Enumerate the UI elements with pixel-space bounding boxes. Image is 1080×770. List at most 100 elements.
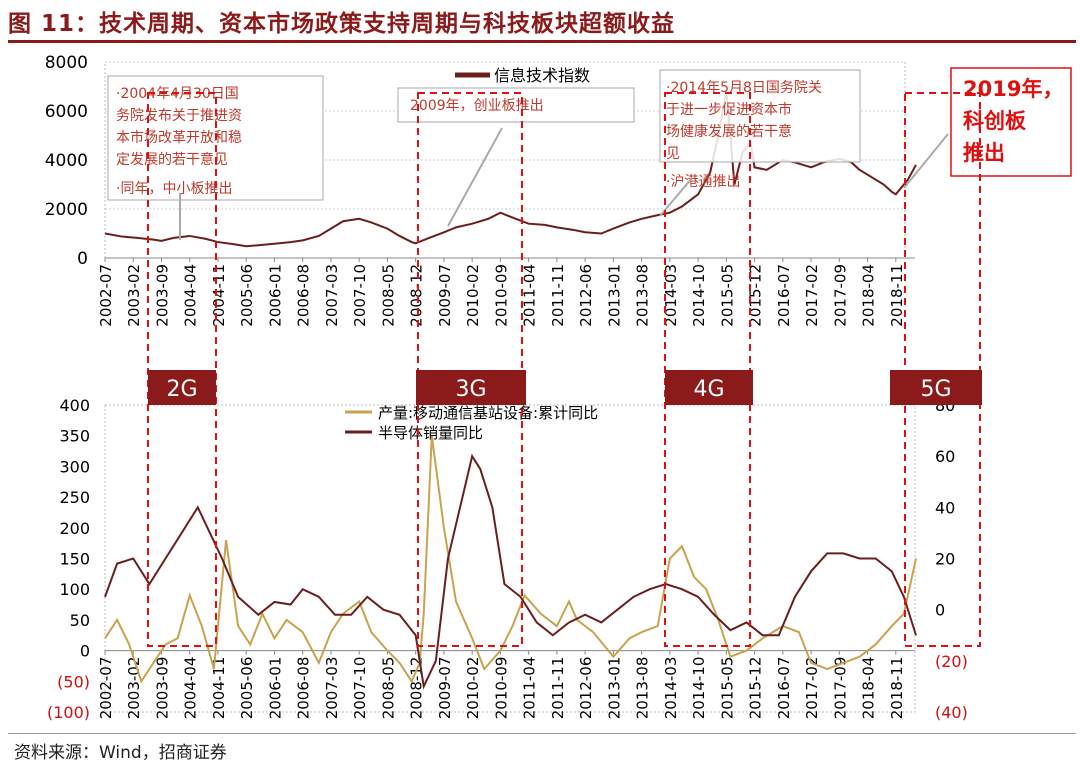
bottom-left-y-tick-label: 200 (59, 519, 90, 538)
top-x-tick-label: 2015-12 (747, 264, 765, 327)
top-y-tick-label: 6000 (45, 102, 88, 122)
generation-span-5g (904, 92, 981, 647)
series-line-base-station (104, 435, 917, 684)
bottom-x-tick-label: 2018-11 (888, 657, 906, 720)
generation-span-4g (664, 92, 751, 647)
top-x-tick-label: 2010-02 (464, 264, 482, 327)
top-x-tick-label: 2011-04 (521, 264, 539, 327)
top-x-tick-label: 2006-08 (295, 264, 313, 327)
bottom-x-tick-label: 2015-05 (718, 657, 736, 720)
top-y-tick-label: 2000 (45, 200, 88, 220)
top-y-tick-label: 8000 (45, 53, 88, 73)
top-x-tick-label: 2005-06 (238, 264, 256, 327)
annotation-text-2014-line: 于进一步促进资本市 (666, 101, 792, 118)
top-x-tick-label: 2016-07 (775, 264, 793, 327)
bottom-x-tick-label: 2013-08 (634, 657, 652, 720)
top-x-tick-label: 2014-10 (690, 264, 708, 327)
annotation-arrow-2019 (903, 133, 949, 189)
top-x-tick-label: 2003-02 (125, 264, 143, 327)
annotation-text-star-market-1: 2019年， (963, 77, 1063, 101)
annotation-box-2014 (659, 69, 861, 163)
bottom-left-y-tick-label: 350 (59, 427, 90, 446)
bottom-x-tick-label: 2003-02 (125, 657, 143, 720)
generation-label-box-4g (665, 370, 753, 405)
bottom-x-tick-label: 2006-08 (295, 657, 313, 720)
bottom-left-y-tick-label: (50) (57, 672, 90, 691)
bottom-x-tick-label: 2014-10 (690, 657, 708, 720)
bottom-x-tick-label: 2018-04 (860, 657, 878, 720)
annotation-text-2004-line: 定发展的若干意见 (116, 151, 228, 168)
annotation-text-2014-line: 场健康发展的若干意 (666, 123, 792, 140)
top-x-tick-label: 2013-01 (605, 264, 623, 327)
legend-label-it-index: 信息技术指数 (494, 66, 590, 85)
top-y-tick-label: 0 (77, 249, 88, 269)
top-x-tick-label: 2013-08 (634, 264, 652, 327)
bottom-left-y-tick-label: 250 (59, 488, 90, 507)
generation-label-box-3g (416, 370, 526, 405)
bottom-right-y-tick-label: 0 (935, 601, 945, 620)
figure-title: 图 11：技术周期、资本市场政策支持周期与科技板块超额收益 (8, 11, 676, 37)
series-line-semiconductor (104, 453, 917, 690)
bottom-x-tick-label: 2017-09 (831, 657, 849, 720)
bottom-x-tick-label: 2016-07 (775, 657, 793, 720)
bottom-x-tick-label: 2011-11 (549, 657, 567, 720)
top-x-tick-label: 2007-10 (351, 264, 369, 327)
top-x-tick-label: 2012-06 (577, 264, 595, 327)
bottom-x-tick-label: 2005-06 (238, 657, 256, 720)
bottom-x-tick-label: 2003-09 (153, 657, 171, 720)
top-x-tick-label: 2009-07 (436, 264, 454, 327)
bottom-right-y-tick-label: (20) (935, 652, 968, 671)
top-x-tick-label: 2003-09 (153, 264, 171, 327)
annotation-text-sme-board: ·同年，中小板推出 (116, 181, 232, 197)
bottom-x-tick-label: 2010-09 (492, 657, 510, 720)
bottom-x-tick-label: 2012-06 (577, 657, 595, 720)
bottom-right-y-tick-label: (40) (935, 703, 968, 722)
bottom-right-y-tick-label: 60 (935, 447, 955, 466)
bottom-left-y-tick-label: 100 (59, 580, 90, 599)
annotation-box-2019 (950, 67, 1072, 177)
source-note: 资料来源：Wind，招商证券 (14, 743, 227, 763)
annotation-text-2014-line: 见 (666, 146, 680, 162)
bottom-right-y-tick-label: 20 (935, 550, 955, 569)
bottom-x-tick-label: 2004-11 (210, 657, 228, 720)
bottom-x-tick-label: 2013-01 (605, 657, 623, 720)
annotation-arrow-2014 (659, 177, 693, 217)
generation-label-5g: 5G (920, 377, 951, 402)
generation-span-3g (417, 92, 523, 647)
top-x-tick-label: 2004-04 (182, 264, 200, 327)
annotation-text-chinext: 2009年，创业板推出 (410, 98, 544, 114)
bottom-x-tick-label: 2004-04 (182, 657, 200, 720)
top-x-tick-label: 2014-03 (662, 264, 680, 327)
series-line-it-index (104, 91, 917, 248)
bottom-x-tick-label: 2008-05 (379, 657, 397, 720)
annotation-text-star-market-2: 科创板 (963, 109, 1027, 133)
top-x-tick-label: 2015-05 (718, 264, 736, 327)
top-y-tick-label: 4000 (45, 151, 88, 171)
bottom-x-tick-label: 2017-02 (803, 657, 821, 720)
bottom-left-y-tick-label: 0 (80, 642, 90, 661)
top-x-tick-label: 2017-09 (831, 264, 849, 327)
title-divider (8, 40, 1076, 43)
generation-label-2g: 2G (166, 377, 197, 402)
top-x-tick-label: 2017-02 (803, 264, 821, 327)
bottom-left-y-tick-label: 400 (59, 396, 90, 415)
annotation-text-2004-line: 务院发布关于推进资 (116, 108, 242, 124)
generation-label-box-5g (890, 370, 982, 405)
bottom-x-tick-label: 2007-03 (323, 657, 341, 720)
generation-label-box-2g (148, 370, 216, 405)
top-x-tick-label: 2007-03 (323, 264, 341, 327)
top-x-tick-label: 2018-11 (888, 264, 906, 327)
bottom-left-y-tick-label: 300 (59, 457, 90, 476)
top-x-tick-label: 2010-09 (492, 264, 510, 327)
top-x-tick-label: 2002-07 (97, 264, 115, 327)
annotation-arrow-2009 (447, 127, 503, 227)
generation-span-2g (147, 92, 217, 647)
generation-label-3g: 3G (455, 377, 486, 402)
bottom-x-tick-label: 2010-02 (464, 657, 482, 720)
top-x-tick-label: 2008-05 (379, 264, 397, 327)
source-divider (8, 733, 1076, 734)
annotation-text-2004-line: 本市场改革开放和稳 (116, 129, 242, 146)
bottom-left-y-tick-label: 150 (59, 550, 90, 569)
bottom-left-y-tick-label: (100) (47, 703, 90, 722)
